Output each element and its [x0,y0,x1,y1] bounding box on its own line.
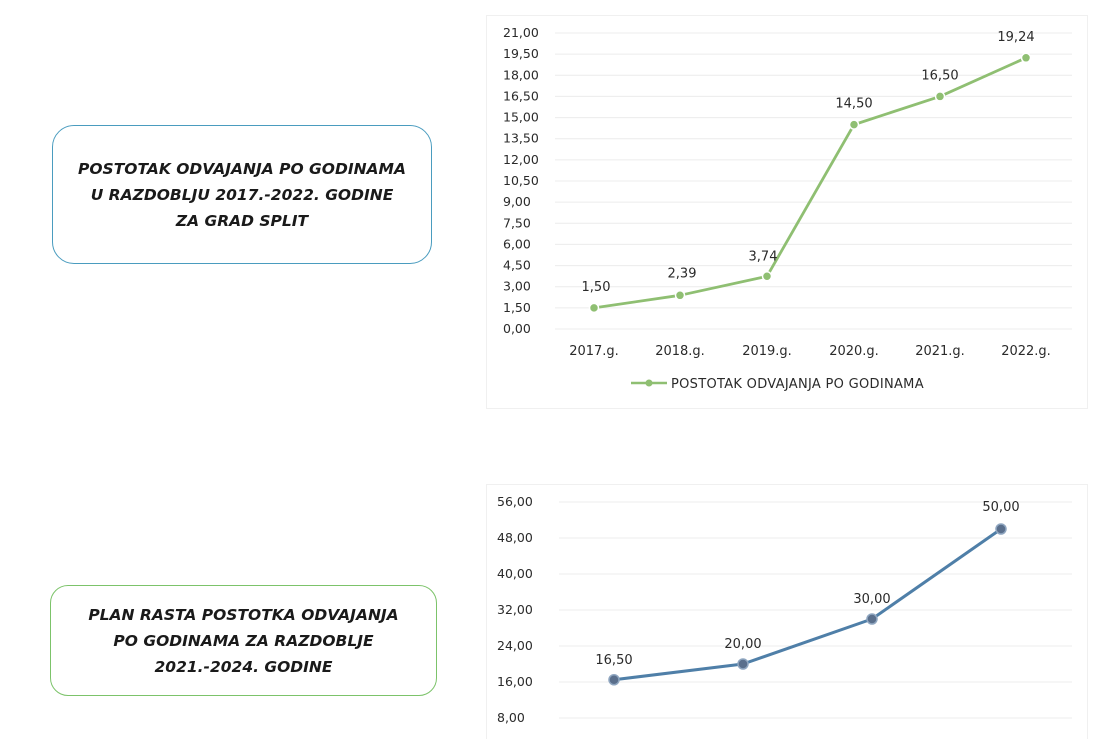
y-tick-label: 4,50 [503,258,531,273]
data-point [608,674,620,686]
y-tick-label: 8,00 [497,710,525,725]
data-point [674,290,686,301]
legend-label: POSTOTAK ODVAJANJA PO GODINAMA [671,377,924,392]
y-tick-label: 6,00 [503,236,531,251]
x-tick-label: 2022.g. [1001,344,1051,359]
chart2-svg: 8,00 16,00 24,00 32,00 40,00 48,00 56,00 16,50 2… [497,494,1072,725]
chart1-points: 1,50 2,39 3,74 14,50 16,50 19,24 [582,30,1035,314]
y-tick-label: 16,50 [503,88,539,103]
chart1-y-axis: 0,00 1,50 3,00 4,50 6,00 7,50 9,00 10,50 12,00 13… [503,25,539,336]
chart1-gridlines [555,32,1072,330]
data-label: 20,00 [724,637,761,652]
y-tick-label: 18,00 [503,67,539,82]
x-tick-label: 2021.g. [915,344,965,359]
data-point [866,613,878,625]
chart1-x-axis: 2017.g. 2018.g. 2019.g. 2020.g. 2021.g. 2022.… [569,344,1051,359]
y-tick-label: 32,00 [497,602,533,617]
data-point [1020,52,1032,64]
y-tick-label: 48,00 [497,530,533,545]
y-tick-label: 12,00 [503,152,539,167]
data-label: 16,50 [595,653,632,668]
data-label: 14,50 [835,97,872,112]
data-label: 30,00 [853,592,890,607]
x-tick-label: 2017.g. [569,344,619,359]
chart1-svg: 0,00 1,50 3,00 4,50 6,00 7,50 9,00 10,50 12,00 13… [503,25,1072,392]
y-tick-label: 40,00 [497,566,533,581]
series-line [612,527,1003,682]
data-point [737,658,749,670]
y-tick-label: 0,00 [503,321,531,336]
chart1-description-box: POSTOTAK ODVAJANJA PO GODINAMA U RAZDOBL… [52,125,432,264]
y-tick-label: 7,50 [503,215,531,230]
y-tick-label: 3,00 [503,279,531,294]
y-tick-label: 13,50 [503,131,539,146]
chart1-legend: POSTOTAK ODVAJANJA PO GODINAMA [631,377,924,392]
y-tick-label: 10,50 [503,173,539,188]
data-label: 16,50 [921,68,958,83]
series-line [592,56,1028,310]
data-point [934,91,946,102]
data-point [761,271,773,282]
y-tick-label: 1,50 [503,300,531,315]
x-tick-label: 2019.g. [742,344,792,359]
y-tick-label: 56,00 [497,494,533,509]
data-label: 3,74 [749,249,778,264]
data-point [848,119,860,130]
data-label: 1,50 [582,280,611,295]
chart1-description-text: POSTOTAK ODVAJANJA PO GODINAMA U RAZDOBL… [78,159,406,230]
y-tick-label: 24,00 [497,638,533,653]
y-tick-label: 15,00 [503,110,539,125]
y-tick-label: 9,00 [503,194,531,209]
y-tick-label: 16,00 [497,674,533,689]
line-chart-2017-2022: 0,00 1,50 3,00 4,50 6,00 7,50 9,00 10,50 12,00 13… [486,15,1088,409]
chart2-description-box: PLAN RASTA POSTOTKA ODVAJANJA PO GODINAM… [50,585,437,696]
chart2-points: 16,50 20,00 30,00 50,00 [595,500,1020,686]
x-tick-label: 2020.g. [829,344,879,359]
data-label: 19,24 [997,30,1034,45]
chart2-description-text: PLAN RASTA POSTOTKA ODVAJANJA PO GODINAM… [88,605,399,676]
chart2-y-axis: 8,00 16,00 24,00 32,00 40,00 48,00 56,00 [497,494,533,725]
data-point [995,523,1007,535]
line-chart-2021-2024: 8,00 16,00 24,00 32,00 40,00 48,00 56,00 16,50 2… [486,484,1088,739]
y-tick-label: 19,50 [503,46,539,61]
legend-marker [645,379,653,387]
y-tick-label: 21,00 [503,25,539,40]
data-label: 2,39 [668,266,697,281]
x-tick-label: 2018.g. [655,344,705,359]
data-label: 50,00 [982,500,1019,515]
data-point [588,302,600,314]
